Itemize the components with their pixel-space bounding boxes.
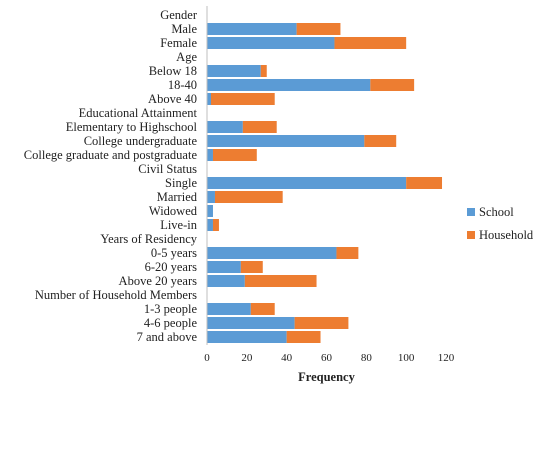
category-label-single: Single	[165, 176, 197, 190]
x-tick-label: 100	[398, 352, 415, 364]
x-tick-label: 20	[241, 352, 253, 364]
bar-school-female	[207, 37, 335, 49]
bar-household-0-5-years	[336, 247, 359, 259]
category-label-above-40: Above 40	[148, 92, 197, 106]
legend: School Household	[467, 205, 534, 242]
category-label-college-undergraduate: College undergraduate	[84, 134, 198, 148]
bar-household-live-in	[212, 219, 219, 231]
category-label-4-6-people: 4-6 people	[144, 316, 198, 330]
group-header-age: Age	[176, 50, 197, 64]
bar-school-live-in	[207, 219, 213, 231]
legend-label-school: School	[479, 205, 514, 219]
category-label-0-5-years: 0-5 years	[151, 246, 197, 260]
legend-swatch-school	[467, 208, 475, 216]
bar-school-college-graduate-and-postgraduate	[207, 149, 213, 161]
category-label-above-20-years: Above 20 years	[119, 274, 198, 288]
bar-school-male	[207, 23, 297, 35]
bar-household-7-and-above	[286, 331, 321, 343]
x-tick-labels-group: 0 20 40 60 80 100 120	[204, 352, 455, 364]
group-header-educational-attainment: Educational Attainment	[79, 106, 198, 120]
bar-school-below-18	[207, 65, 261, 77]
bar-school-4-6-people	[207, 317, 295, 329]
bar-school-married	[207, 191, 215, 203]
bar-household-above-20-years	[244, 275, 317, 287]
group-header-civil-status: Civil Status	[138, 162, 197, 176]
x-tick-label: 40	[281, 352, 293, 364]
category-label-elementary-to-highschool: Elementary to Highschool	[66, 120, 198, 134]
bar-school-elementary-to-highschool	[207, 121, 243, 133]
bar-household-female	[334, 37, 407, 49]
bar-household-college-undergraduate	[364, 135, 397, 147]
bar-household-18-40	[370, 79, 415, 91]
category-label-7-and-above: 7 and above	[137, 330, 198, 344]
bar-household-married	[214, 191, 283, 203]
bars-group	[207, 23, 443, 343]
category-label-college-graduate-and-postgraduate: College graduate and postgraduate	[24, 148, 198, 162]
x-tick-label: 60	[321, 352, 333, 364]
bar-household-male	[296, 23, 341, 35]
x-tick-label: 0	[204, 352, 210, 364]
bar-household-1-3-people	[250, 303, 275, 315]
category-label-1-3-people: 1-3 people	[144, 302, 198, 316]
x-tick-label: 80	[361, 352, 373, 364]
bar-school-18-40	[207, 79, 371, 91]
bar-household-college-graduate-and-postgraduate	[212, 149, 257, 161]
legend-swatch-household	[467, 231, 475, 239]
group-header-number-of-household-members: Number of Household Members	[35, 288, 197, 302]
bar-household-4-6-people	[294, 317, 349, 329]
legend-label-household: Household	[479, 228, 534, 242]
bar-school-above-40	[207, 93, 211, 105]
bar-school-1-3-people	[207, 303, 251, 315]
category-label-6-20-years: 6-20 years	[145, 260, 198, 274]
x-tick-label: 120	[438, 352, 455, 364]
group-header-gender: Gender	[160, 8, 198, 22]
x-axis-title: Frequency	[298, 370, 355, 384]
category-label-female: Female	[160, 36, 197, 50]
category-label-live-in: Live-in	[160, 218, 198, 232]
bar-school-0-5-years	[207, 247, 337, 259]
category-label-18-40: 18-40	[168, 78, 197, 92]
bar-school-6-20-years	[207, 261, 241, 273]
bar-school-single	[207, 177, 407, 189]
bar-household-single	[406, 177, 443, 189]
bar-household-above-40	[210, 93, 275, 105]
bar-school-7-and-above	[207, 331, 287, 343]
bar-household-6-20-years	[240, 261, 263, 273]
bar-school-college-undergraduate	[207, 135, 365, 147]
bar-school-above-20-years	[207, 275, 245, 287]
bar-household-below-18	[260, 65, 267, 77]
category-label-widowed: Widowed	[149, 204, 198, 218]
category-label-male: Male	[171, 22, 197, 36]
bar-household-elementary-to-highschool	[242, 121, 277, 133]
group-header-years-of-residency: Years of Residency	[100, 232, 197, 246]
bar-school-widowed	[207, 205, 213, 217]
category-label-below-18: Below 18	[149, 64, 197, 78]
category-label-married: Married	[157, 190, 198, 204]
